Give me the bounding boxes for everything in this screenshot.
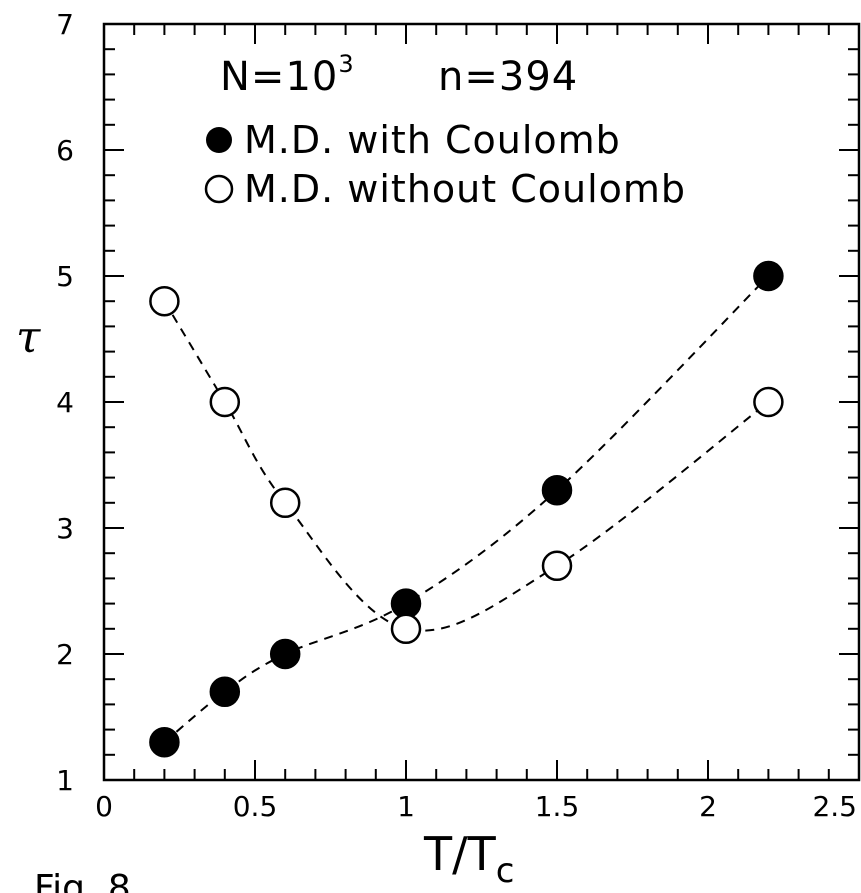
data-points — [149, 260, 784, 758]
x-tick-label: 1 — [397, 790, 415, 823]
x-axis-label: T/Tc — [423, 827, 514, 891]
y-tick-label: 1 — [56, 764, 74, 797]
data-point-filled — [753, 260, 784, 292]
y-tick-label: 7 — [56, 8, 74, 41]
series-0-dashed-curve — [163, 275, 770, 743]
data-point-filled — [269, 638, 301, 670]
x-axis-label-subscript: c — [496, 851, 515, 891]
x-tick-label: 0 — [95, 790, 113, 823]
y-axis-label: τ — [16, 312, 41, 363]
data-point-filled — [390, 588, 422, 619]
y-tick-label: 5 — [56, 260, 74, 293]
x-tick-label: 2.5 — [812, 790, 857, 823]
data-point-filled — [149, 726, 180, 758]
data-point-open — [269, 487, 301, 519]
x-tick-label: 2 — [699, 790, 717, 823]
x-tick-label: 0.5 — [233, 790, 278, 823]
x-tick-label: 1.5 — [535, 790, 580, 823]
header-n-particles: N=103 — [220, 50, 355, 100]
legend-label-without-coulomb: M.D. without Coulomb — [244, 167, 686, 211]
tick-labels: 0 0.5 1 1.5 2 2.5 1 2 3 4 5 6 7 — [56, 8, 857, 823]
y-tick-label: 2 — [56, 638, 74, 671]
data-point-open — [209, 386, 241, 418]
legend-open-circle-icon — [204, 174, 234, 204]
data-point-open — [753, 386, 784, 418]
data-point-open — [541, 550, 573, 582]
header-n-exponent: 3 — [338, 50, 354, 78]
y-tick-label: 4 — [56, 386, 74, 419]
series-1-dashed-curve — [163, 300, 770, 632]
figure-annotation: Fig. 8 — [34, 868, 131, 893]
data-point-open — [149, 285, 180, 317]
data-point-open — [390, 613, 422, 645]
legend-filled-circle-icon — [206, 127, 232, 153]
y-tick-label: 3 — [56, 512, 74, 545]
axis-ticks — [103, 23, 860, 781]
header-n-count: n=394 — [438, 54, 578, 100]
y-tick-label: 6 — [56, 134, 74, 167]
data-point-filled — [541, 474, 573, 506]
legend-label-with-coulomb: M.D. with Coulomb — [244, 118, 621, 162]
legend: M.D. with Coulomb M.D. without Coulomb — [204, 118, 686, 211]
data-point-filled — [209, 676, 241, 708]
fit-curves — [163, 275, 770, 743]
